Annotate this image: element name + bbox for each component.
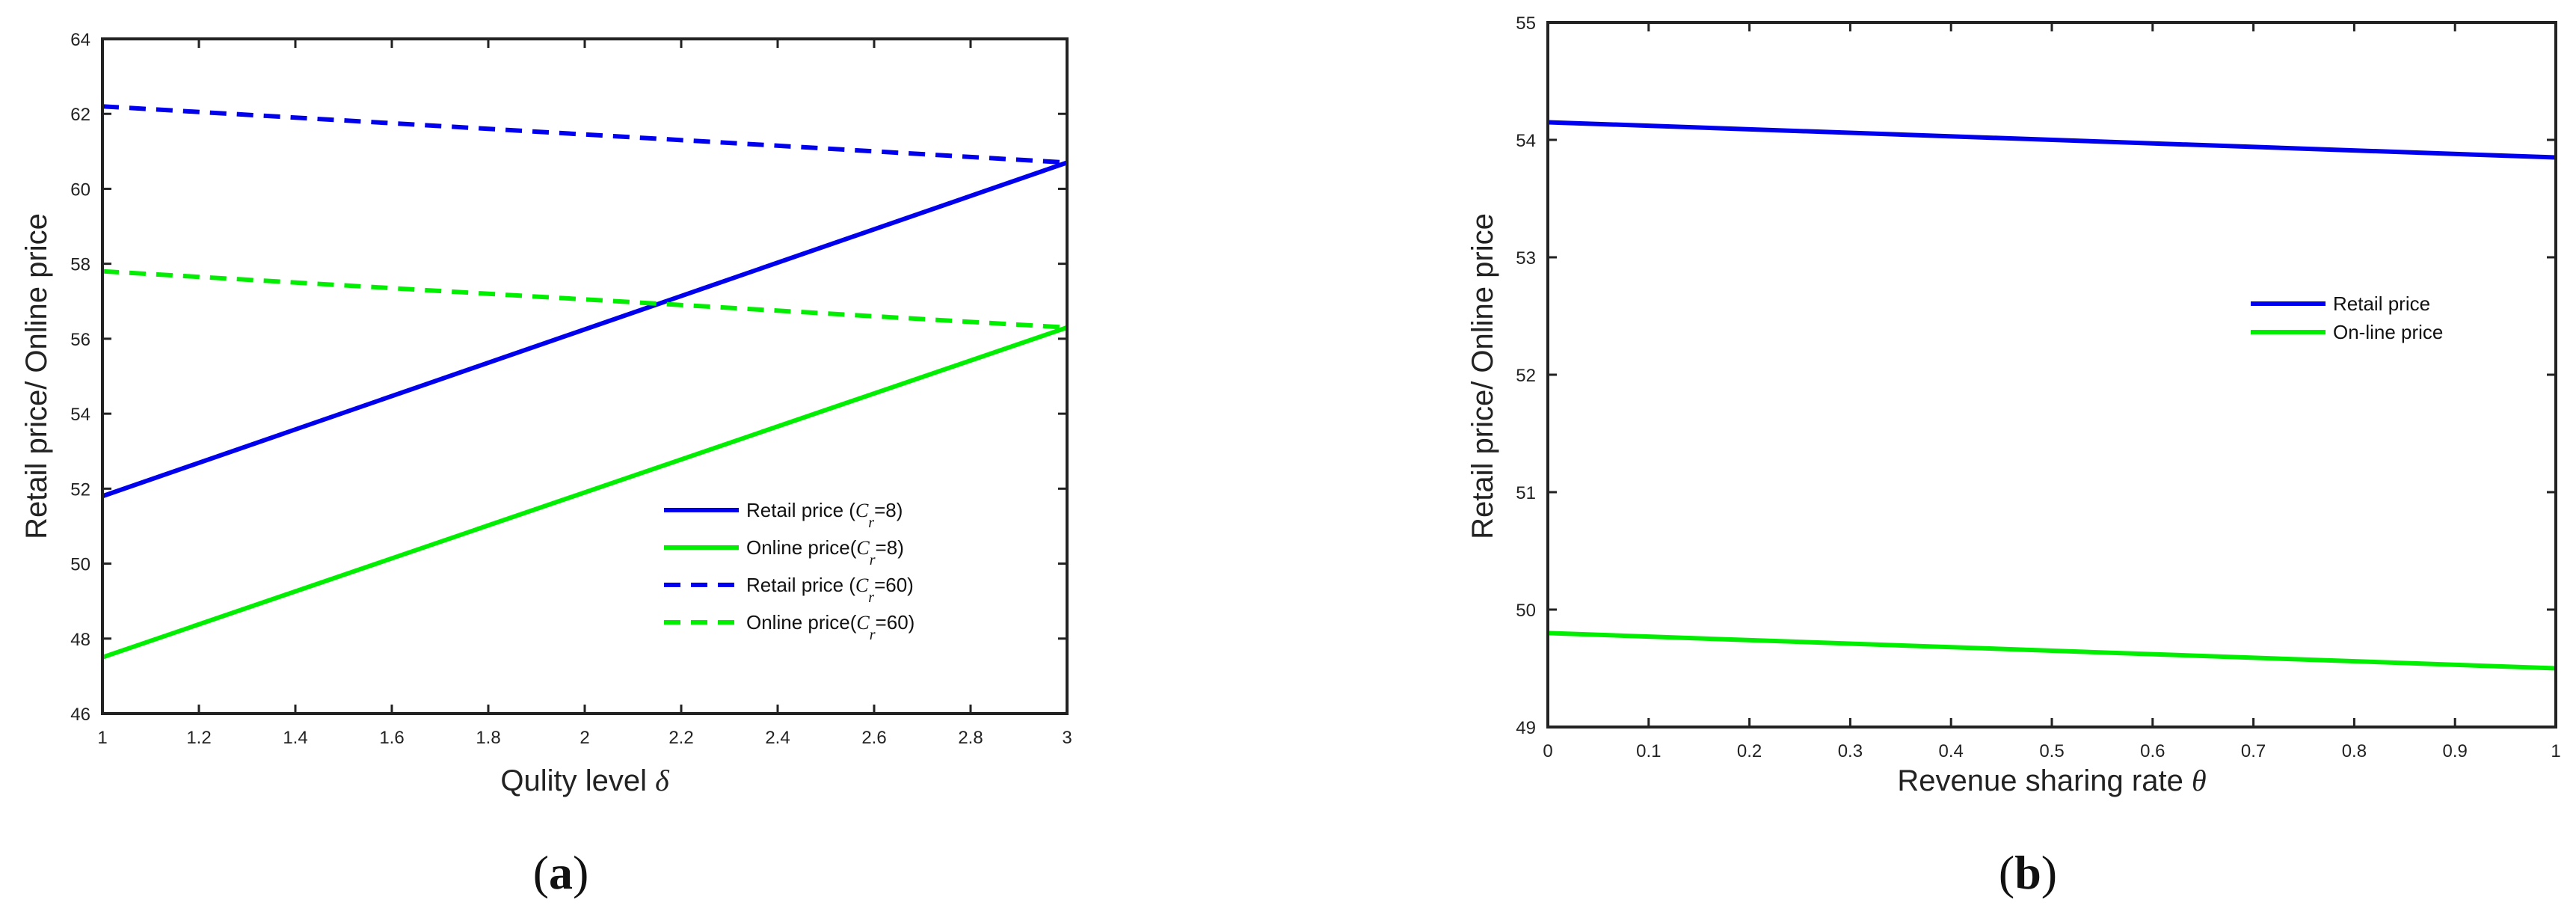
- chart-a-lines: [102, 104, 1068, 660]
- chart-a-x-tick-label: 2.8: [958, 728, 983, 748]
- chart-b-x-tick-label: 0.7: [2241, 741, 2266, 761]
- chart-b-x-tick-label: 0.9: [2443, 741, 2468, 761]
- chart-b-x-tick-label: 0.2: [1737, 741, 1762, 761]
- chart-a-series-line-4: [102, 269, 1068, 330]
- chart-a-x-tick-label: 2.6: [861, 728, 886, 748]
- chart-b-x-tick-label: 0.1: [1636, 741, 1661, 761]
- chart-a-x-axis-label: Qulity level δ: [500, 764, 670, 797]
- chart-b-legend-label: Retail price: [2333, 292, 2430, 315]
- chart-b-x-tick-label: 0.6: [2140, 741, 2165, 761]
- chart-a-legend-label: Retail price (Cr=8): [746, 499, 903, 531]
- chart-b-x-tick-label: 0: [1543, 741, 1552, 761]
- chart-b-x-tick-label: 1: [2551, 741, 2560, 761]
- chart-a-x-tick-label: 3: [1062, 728, 1072, 748]
- chart-a-x-tick-label: 2: [580, 728, 589, 748]
- chart-a-x-tick-label: 1.8: [476, 728, 500, 748]
- chart-b-series-line-2: [1547, 631, 2557, 671]
- chart-b-series-line-1: [1547, 120, 2557, 160]
- chart-a-x-tick-label: 1.2: [186, 728, 211, 748]
- chart-a-y-tick-label: 54: [70, 405, 90, 425]
- chart-b-x-tick-label: 0.5: [2039, 741, 2064, 761]
- chart-b-x-tick-label: 0.4: [1939, 741, 1964, 761]
- chart-a-y-tick-label: 58: [70, 255, 90, 275]
- chart-a-y-tick-label: 50: [70, 555, 90, 575]
- chart-a-legend-label: Online price(Cr=8): [746, 536, 904, 568]
- chart-b-y-tick-label: 49: [1516, 718, 1536, 738]
- chart-a-y-tick-label: 52: [70, 479, 90, 500]
- chart-a-y-tick-label: 62: [70, 105, 90, 125]
- chart-a-legend-label: Online price(Cr=60): [746, 611, 914, 643]
- chart-b-ticks: 0 0.1 0.2 0.3 0.4 0.5 0.6 0.7 0.8 0.9 1 49 50 51 52 53 5…: [1516, 13, 2560, 761]
- chart-a-x-tick-label: 2.2: [668, 728, 693, 748]
- chart-b-y-tick-label: 55: [1516, 13, 1536, 34]
- chart-b-caption: (b): [1999, 846, 2057, 899]
- chart-b-y-tick-label: 52: [1516, 366, 1536, 386]
- chart-a-y-axis-label: Retail price/ Online price: [20, 213, 53, 539]
- chart-a-caption: (a): [533, 846, 589, 899]
- chart-b-y-tick-label: 53: [1516, 248, 1536, 269]
- chart-a-legend-label: Retail price (Cr=60): [746, 574, 914, 606]
- chart-b-y-tick-label: 50: [1516, 601, 1536, 621]
- chart-b-legend: Retail price On-line price: [2251, 292, 2443, 343]
- chart-b-x-tick-label: 0.8: [2342, 741, 2367, 761]
- chart-a-plot-frame: [101, 37, 1069, 715]
- chart-a: 1 1.2 1.4 1.6 1.8 2 2.2 2.4 2.6 2.8 3 46 48 50 52 54 56 5…: [20, 30, 1072, 899]
- chart-a-y-tick-label: 46: [70, 705, 90, 725]
- chart-a-x-tick-label: 2.4: [765, 728, 790, 748]
- chart-a-y-tick-label: 48: [70, 630, 90, 650]
- chart-b-legend-label: On-line price: [2333, 321, 2443, 343]
- chart-b-y-tick-label: 51: [1516, 483, 1536, 503]
- chart-a-y-tick-label: 60: [70, 180, 90, 200]
- chart-a-y-tick-label: 64: [70, 30, 90, 50]
- chart-a-legend: Retail price (Cr=8) Online price(Cr=8) Ret…: [664, 499, 914, 643]
- chart-b-lines: [1547, 120, 2557, 671]
- chart-b-plot-frame: [1546, 21, 2557, 729]
- chart-b-y-tick-label: 54: [1516, 131, 1536, 151]
- chart-a-series-line-2: [102, 325, 1068, 660]
- chart-b-x-tick-label: 0.3: [1838, 741, 1863, 761]
- chart-a-y-tick-label: 56: [70, 330, 90, 350]
- chart-b: 0 0.1 0.2 0.3 0.4 0.5 0.6 0.7 0.8 0.9 1 49 50 51 52 53 5…: [1466, 13, 2561, 899]
- chart-a-series-line-3: [102, 104, 1068, 165]
- chart-a-series-line-1: [102, 160, 1068, 499]
- chart-b-y-axis-label: Retail price/ Online price: [1466, 213, 1499, 539]
- chart-a-x-tick-label: 1: [97, 728, 107, 748]
- chart-a-x-tick-label: 1.6: [379, 728, 404, 748]
- chart-a-x-tick-label: 1.4: [283, 728, 307, 748]
- chart-b-x-axis-label: Revenue sharing rate θ: [1897, 764, 2206, 797]
- chart-a-ticks: 1 1.2 1.4 1.6 1.8 2 2.2 2.4 2.6 2.8 3 46 48 50 52 54 56 5…: [70, 30, 1072, 748]
